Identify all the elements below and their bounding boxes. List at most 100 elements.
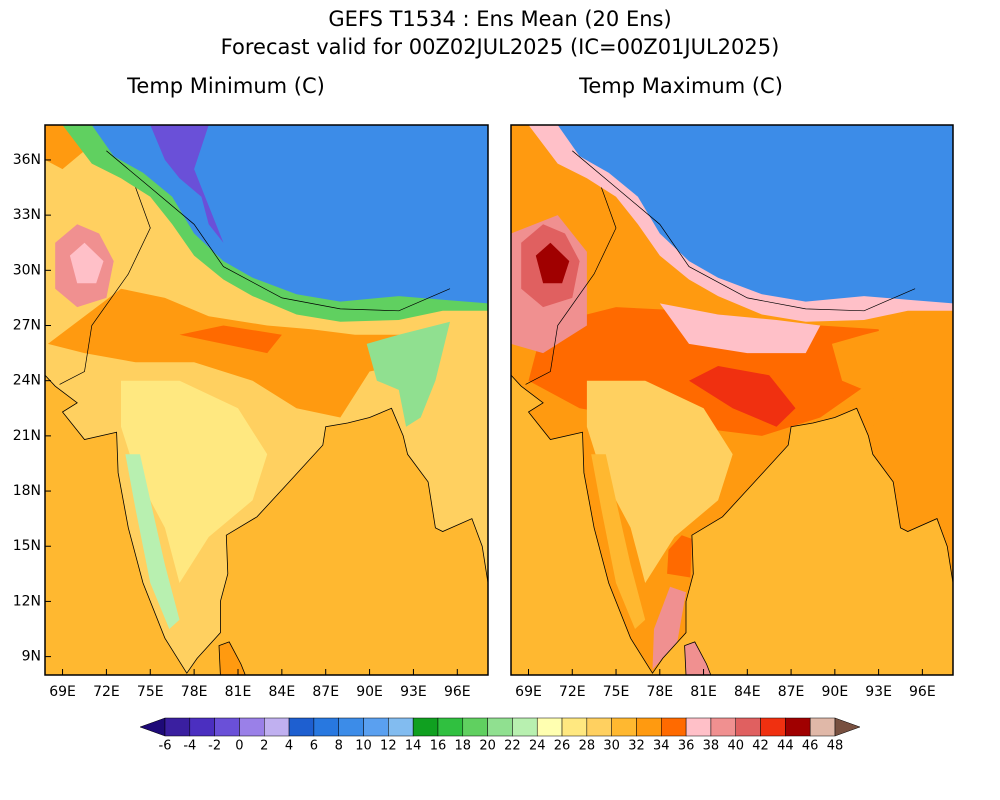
lon-tick-label: 78E xyxy=(646,684,673,700)
coastline xyxy=(45,125,488,674)
colorbar-box xyxy=(288,717,315,737)
colorbar-label: 26 xyxy=(554,739,571,754)
border xyxy=(572,150,916,312)
lon-tick-label: 75E xyxy=(137,684,164,700)
colorbar-box xyxy=(760,717,786,737)
colorbar-label: 4 xyxy=(285,739,293,754)
subtitle: Forecast valid for 00Z02JUL2025 (IC=00Z0… xyxy=(221,35,780,59)
lon-tick-label: 87E xyxy=(312,684,339,700)
temp-zone xyxy=(586,380,733,583)
colorbar-label: 48 xyxy=(827,739,844,754)
lon-tick-label: 72E xyxy=(93,684,120,700)
border xyxy=(525,187,617,385)
temp-zone xyxy=(366,321,450,427)
temp-zone xyxy=(150,125,224,243)
lon-tick-label: 75E xyxy=(603,684,630,700)
colorbar-box xyxy=(809,717,836,737)
colorbar-box xyxy=(437,717,464,737)
colorbar-box xyxy=(611,717,637,737)
lon-tick-label: 90E xyxy=(822,684,849,700)
lon-tick-label: 69E xyxy=(515,684,542,700)
colorbar-box xyxy=(189,717,215,737)
colorbar-label: 30 xyxy=(603,739,620,754)
lon-tick-label: 84E xyxy=(734,684,761,700)
lat-tick-label: 33N xyxy=(13,207,41,223)
colorbar-box xyxy=(388,717,414,737)
colorbar-label: 12 xyxy=(380,739,397,754)
colorbar-label: 28 xyxy=(579,739,596,754)
colorbar-label: 0 xyxy=(235,739,243,754)
colorbar-label: 8 xyxy=(335,739,343,754)
colorbar-box xyxy=(164,717,191,737)
colorbar-box xyxy=(412,717,439,737)
colorbar-label: 10 xyxy=(355,739,372,754)
colorbar-label: 22 xyxy=(504,739,521,754)
title: GEFS T1534 : Ens Mean (20 Ens) xyxy=(328,7,671,31)
colorbar-box xyxy=(785,717,811,737)
lon-tick-label: 81E xyxy=(225,684,252,700)
colorbar-box xyxy=(661,717,687,737)
frame xyxy=(44,124,489,676)
temp-zone xyxy=(125,454,180,629)
colorbar-label: 36 xyxy=(678,739,695,754)
colorbar-label: 32 xyxy=(628,739,645,754)
temp-zone xyxy=(121,380,268,583)
temp-zone xyxy=(831,321,916,427)
colorbar-box xyxy=(214,717,240,737)
lat-tick-label: 27N xyxy=(13,318,41,334)
lon-tick-label: 72E xyxy=(559,684,586,700)
colorbar-box xyxy=(462,717,488,737)
temp-zone xyxy=(667,535,692,578)
colorbar-label: 38 xyxy=(703,739,720,754)
colorbar-label: 24 xyxy=(529,739,546,754)
panel-title: Temp Minimum (C) xyxy=(126,74,325,98)
colorbar-box xyxy=(512,717,538,737)
lon-tick-label: 96E xyxy=(909,684,936,700)
colorbar-label: 2 xyxy=(260,739,268,754)
colorbar-box xyxy=(536,717,563,737)
map-panel xyxy=(511,125,953,675)
lat-tick-label: 21N xyxy=(13,428,41,444)
temp-zone xyxy=(652,586,686,670)
lat-tick-label: 36N xyxy=(13,152,41,168)
lat-tick-label: 15N xyxy=(13,538,41,554)
lon-tick-label: 69E xyxy=(49,684,76,700)
temp-zone xyxy=(591,454,646,629)
temp-zone xyxy=(535,242,570,284)
colorbar-box xyxy=(710,717,736,737)
border xyxy=(106,150,451,312)
coastline xyxy=(511,125,953,674)
colorbar-label: -4 xyxy=(183,739,196,754)
colorbar-box xyxy=(363,717,389,737)
temp-zone xyxy=(557,125,953,304)
lat-tick-label: 12N xyxy=(13,593,41,609)
temp-zone xyxy=(689,366,796,427)
colorbar-label: -2 xyxy=(208,739,221,754)
colorbar-box xyxy=(338,717,364,737)
coastline xyxy=(684,641,712,675)
colorbar-box xyxy=(735,717,761,737)
colorbar-box xyxy=(313,717,339,737)
lon-tick-label: 84E xyxy=(269,684,296,700)
colorbar-label: 14 xyxy=(405,739,422,754)
temp-zone xyxy=(219,641,246,675)
temp-zone xyxy=(684,641,711,675)
colorbar-label: 46 xyxy=(802,739,819,754)
lon-tick-label: 93E xyxy=(400,684,427,700)
colorbar-label: -6 xyxy=(159,739,172,754)
colorbar-label: 42 xyxy=(752,739,769,754)
temp-zone xyxy=(659,303,821,354)
lon-tick-label: 93E xyxy=(865,684,892,700)
temp-zone xyxy=(179,325,282,354)
colorbar-box xyxy=(487,717,513,737)
colorbar-label: 18 xyxy=(455,739,472,754)
colorbar-label: 34 xyxy=(653,739,670,754)
colorbar-under xyxy=(139,717,166,737)
temp-zone xyxy=(47,288,414,418)
coastline xyxy=(218,641,246,675)
panel-title: Temp Maximum (C) xyxy=(578,74,783,98)
lon-tick-label: 90E xyxy=(356,684,383,700)
lat-tick-label: 9N xyxy=(22,649,41,665)
colorbar-label: 44 xyxy=(777,739,794,754)
lat-tick-label: 30N xyxy=(13,262,41,278)
